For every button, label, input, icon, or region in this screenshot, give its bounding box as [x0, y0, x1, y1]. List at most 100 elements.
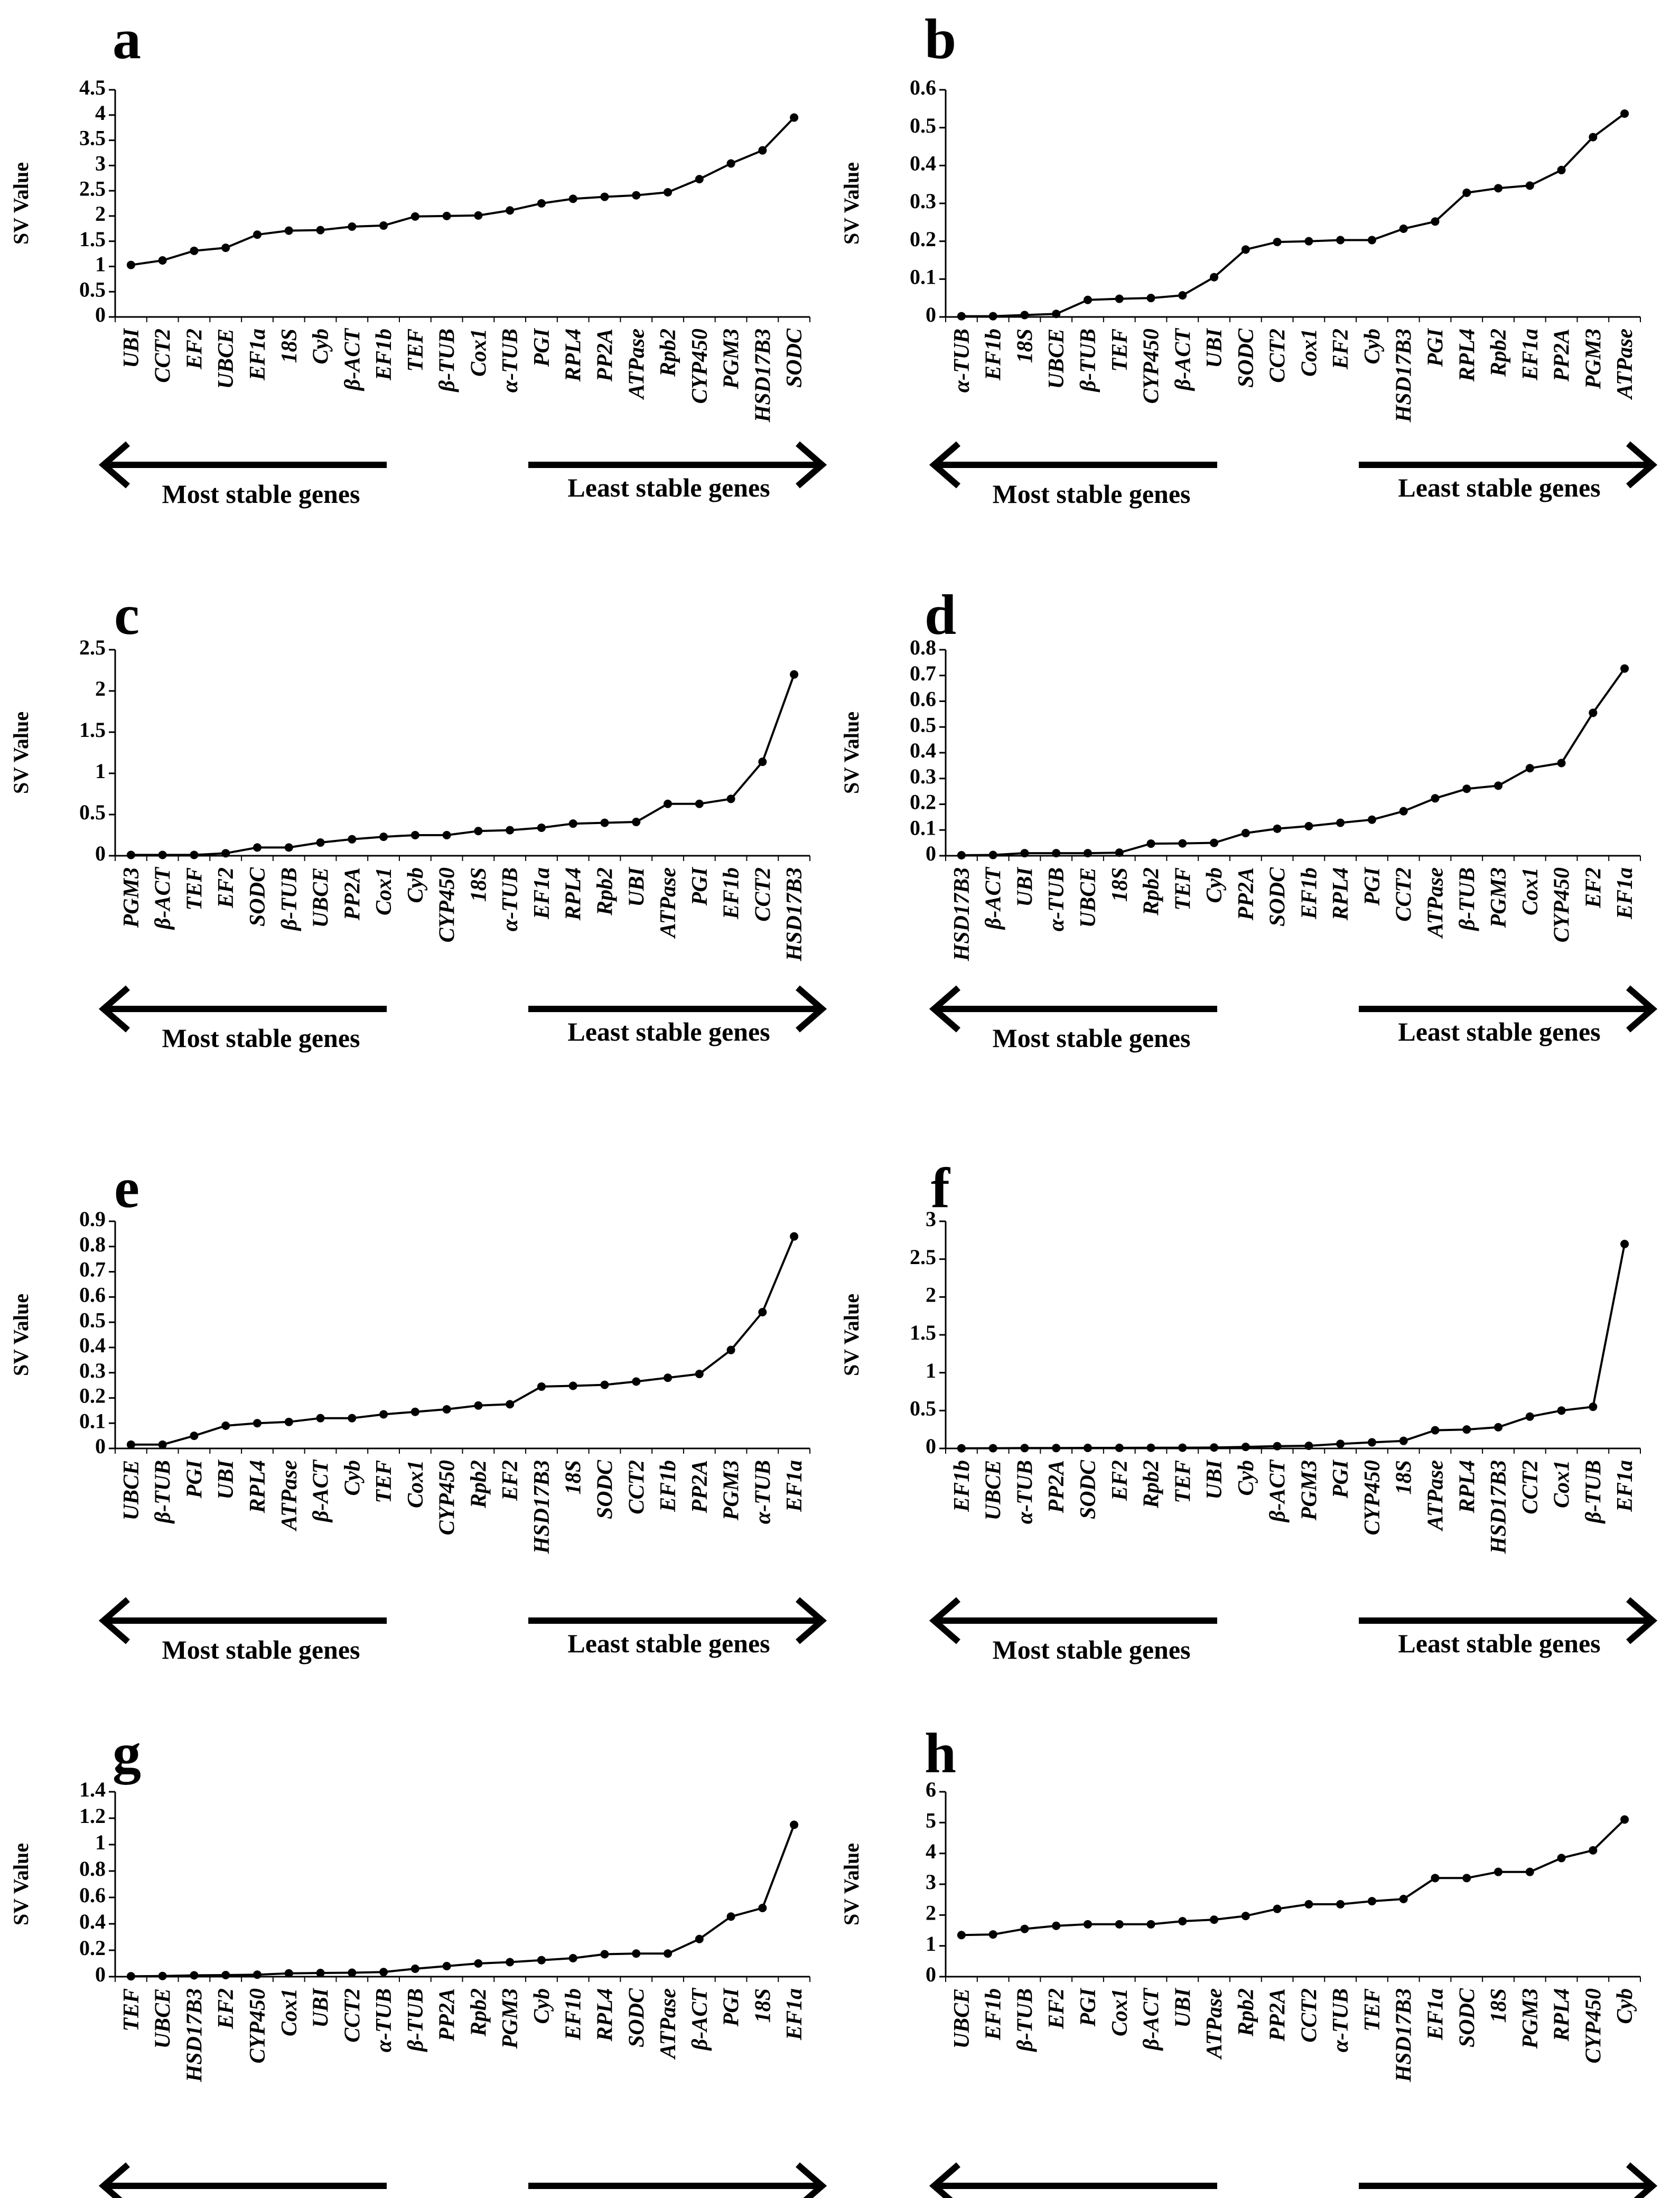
- data-point: [632, 1377, 641, 1386]
- gene-label-Cox1: Cox1: [1297, 329, 1321, 377]
- data-point: [600, 818, 609, 827]
- y-axis-label: SV Value: [9, 1294, 33, 1376]
- gene-label-CCT2: CCT2: [1297, 1988, 1321, 2043]
- data-point: [442, 831, 451, 839]
- gene-label-Rpb2: Rpb2: [466, 1460, 491, 1509]
- y-tick-label: 0: [926, 1434, 936, 1458]
- y-tick-label: 1: [95, 759, 106, 783]
- data-point: [284, 1969, 293, 1978]
- gene-label-PGM3: PGM3: [119, 867, 144, 928]
- y-tick-label: 0: [926, 1962, 936, 1986]
- least-stable-arrow-head: [1626, 2162, 1658, 2198]
- gene-label-CCT2: CCT2: [1266, 329, 1290, 383]
- data-point: [506, 1400, 515, 1409]
- gene-label-HSD17B3: HSD17B3: [530, 1460, 554, 1554]
- gene-label-Rpb2: Rpb2: [593, 867, 617, 916]
- series-line: [130, 117, 795, 266]
- data-point: [1494, 781, 1503, 790]
- data-point: [1589, 1402, 1598, 1411]
- chart-panel-e: e SV Value 00.10.20.30.40.50.60.70.80.9 UBC…: [9, 1157, 827, 1664]
- gene-label-RPL4: RPL4: [246, 1460, 270, 1513]
- gene-label-UBCE: UBCE: [119, 1460, 144, 1520]
- data-point: [316, 838, 325, 847]
- gene-label-PGI: PGI: [688, 866, 712, 906]
- gene-label-PP2A: PP2A: [593, 329, 617, 382]
- gene-label-UBI: UBI: [624, 866, 649, 906]
- y-tick-label: 1.5: [910, 1321, 936, 1344]
- gene-label-Cyb: Cyb: [340, 1460, 365, 1496]
- data-point: [379, 1410, 388, 1419]
- data-point: [126, 850, 135, 859]
- data-point: [126, 260, 135, 269]
- chart-panel-f: f SV Value 0 0.5 1 1.5 2 2.5 3 EF1b UBCE α-TUB PP2A S…: [839, 1157, 1658, 1664]
- series-line: [130, 1824, 795, 1978]
- data-point: [348, 1414, 357, 1423]
- data-point: [1399, 225, 1408, 233]
- data-point: [664, 1949, 673, 1958]
- gene-label-18S: 18S: [1013, 329, 1037, 363]
- data-point: [1178, 1917, 1187, 1925]
- gene-label-Cox1: Cox1: [466, 329, 491, 377]
- gene-label-EF1a: EF1a: [782, 1988, 807, 2041]
- y-tick-label: 2: [926, 1283, 936, 1307]
- data-point: [758, 757, 767, 766]
- chart-panel-c: c SV Value 0 0.5 1 1.5 2 2.5 PGM3 β-ACT TEF EF2 SODC…: [9, 584, 827, 1053]
- data-point: [253, 843, 262, 852]
- data-point: [1210, 273, 1219, 282]
- y-tick-label: 1.5: [79, 227, 106, 251]
- data-point: [1620, 1815, 1629, 1824]
- gene-label-Cox1: Cox1: [1550, 1460, 1574, 1508]
- gene-label-EF2: EF2: [1108, 1460, 1132, 1501]
- y-tick-label: 0.4: [910, 152, 936, 175]
- data-point: [316, 1969, 325, 1977]
- data-point: [442, 211, 451, 220]
- data-point: [1462, 188, 1471, 197]
- gene-label-β-ACT: β-ACT: [309, 1459, 333, 1523]
- y-tick-label: 3.5: [79, 126, 106, 150]
- data-point: [506, 826, 515, 835]
- data-point: [1367, 815, 1376, 824]
- gene-label-EF2: EF2: [1581, 867, 1606, 909]
- data-point: [126, 1440, 135, 1449]
- data-point: [190, 1971, 199, 1980]
- gene-label-HSD17B3: HSD17B3: [182, 1988, 207, 2082]
- most-stable-label: Most stable genes: [162, 1635, 360, 1664]
- data-point: [1589, 133, 1598, 142]
- most-stable-arrow-head: [929, 2162, 960, 2198]
- gene-label-β-ACT: β-ACT: [1140, 1987, 1164, 2052]
- gene-label-TEF: TEF: [1108, 329, 1132, 372]
- most-stable-arrow-head: [98, 1597, 130, 1644]
- data-point: [1399, 1436, 1408, 1445]
- y-tick-label: 0.1: [910, 816, 936, 839]
- y-tick-label: 0.7: [79, 1258, 106, 1282]
- gene-label-HSD17B3: HSD17B3: [950, 867, 974, 961]
- data-point: [1525, 181, 1534, 190]
- data-point: [790, 113, 799, 122]
- gene-label-Cyb: Cyb: [309, 329, 333, 364]
- least-stable-arrow-head: [796, 441, 827, 489]
- data-point: [568, 819, 577, 828]
- y-tick-label: 3: [926, 1870, 936, 1894]
- gene-label-Cyb: Cyb: [1234, 1460, 1258, 1496]
- y-axis-label: SV Value: [839, 1294, 863, 1376]
- data-point: [1052, 1444, 1061, 1453]
- gene-label-PP2A: PP2A: [340, 867, 365, 921]
- data-point: [1241, 829, 1250, 838]
- y-tick-label: 2: [926, 1901, 936, 1925]
- gene-label-CYP450: CYP450: [1550, 867, 1574, 942]
- data-point: [568, 194, 577, 203]
- gene-label-UBCE: UBCE: [1044, 329, 1069, 389]
- gene-label-β-TUB: β-TUB: [1013, 1988, 1037, 2053]
- data-point: [1052, 849, 1061, 858]
- data-point: [726, 794, 735, 803]
- series-line: [961, 1243, 1626, 1449]
- gene-label-β-ACT: β-ACT: [688, 1987, 712, 2052]
- gene-label-RPL4: RPL4: [562, 867, 586, 921]
- y-tick-label: 2.5: [79, 635, 106, 659]
- data-point: [1494, 1423, 1503, 1432]
- y-tick-label: 0: [95, 841, 106, 865]
- gene-label-TEF: TEF: [1360, 1988, 1385, 2032]
- data-point: [1052, 1921, 1061, 1930]
- gene-label-UBI: UBI: [119, 328, 144, 368]
